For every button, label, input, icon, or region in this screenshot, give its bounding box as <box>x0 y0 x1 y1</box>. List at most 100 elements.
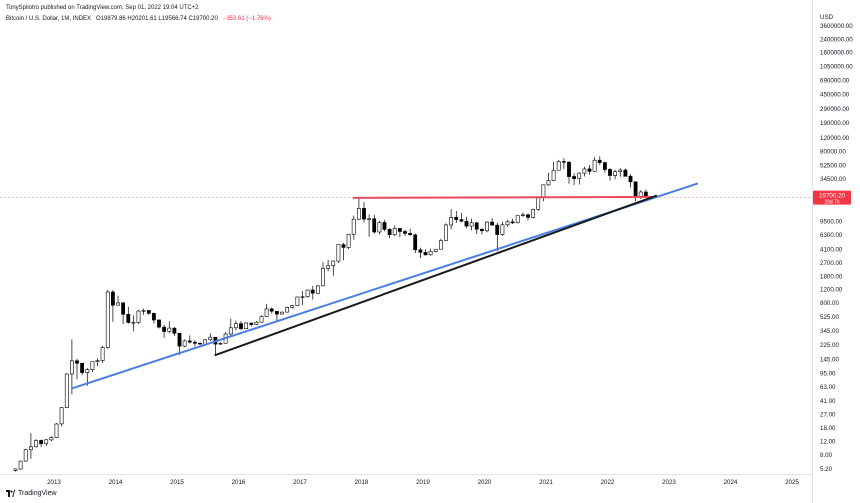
candle-body-down <box>387 229 392 235</box>
candle <box>628 174 633 188</box>
red-trendline[interactable] <box>352 195 652 199</box>
candle <box>254 321 259 325</box>
candle-body-down <box>80 362 85 373</box>
candle-body-down <box>587 168 592 172</box>
price-tick-label: 225.00 <box>820 342 839 349</box>
candle-body-up <box>54 423 59 438</box>
candle <box>577 172 582 185</box>
candle <box>18 460 23 470</box>
time-tick-label: 2020 <box>478 479 492 486</box>
candle-body-down <box>157 319 161 328</box>
candle <box>428 248 433 256</box>
candle-body-down <box>249 322 254 325</box>
price-tick-label: 63.00 <box>820 384 836 391</box>
candle <box>592 157 597 172</box>
candle-body-up <box>44 439 49 444</box>
candle-body-down <box>572 176 577 179</box>
candle-body-up <box>28 446 33 451</box>
price-axis[interactable]: USD 5.20 8.00 12.00 18.00 27.00 41.00 63.00 95.… <box>820 14 853 473</box>
price-tick-label: 2400000.00 <box>820 36 853 43</box>
candle-countdown-label: 29d 7h <box>824 200 840 206</box>
candle <box>80 362 85 376</box>
candle <box>111 290 115 322</box>
candle-body-up <box>336 244 341 262</box>
price-tick-label: 9500.00 <box>820 219 843 226</box>
candle <box>239 321 243 331</box>
trendlines[interactable] <box>70 182 699 390</box>
candle <box>464 216 469 229</box>
candle-body-up <box>377 222 382 233</box>
candle-body-down <box>479 228 484 232</box>
candle-body-down <box>633 181 638 198</box>
candle-body-up <box>218 342 223 345</box>
candle-body-down <box>75 360 79 364</box>
price-tick-label: 1200.00 <box>820 287 843 294</box>
tradingview-brand[interactable]: TradingView <box>6 490 57 497</box>
candle-body-down <box>126 313 131 323</box>
candle-body-up <box>428 251 433 256</box>
candle-body-up <box>305 289 310 297</box>
candle <box>157 319 161 329</box>
candle-body-down <box>597 159 602 163</box>
candle <box>315 285 320 294</box>
time-axis[interactable]: 2013 2014 2015 2016 2017 2018 2019 2020 2021 2022… <box>47 479 799 486</box>
candle <box>341 242 346 261</box>
price-tick-label: 95.00 <box>820 370 836 377</box>
candle <box>618 168 623 177</box>
candle <box>541 184 546 202</box>
candle-body-up <box>234 323 238 329</box>
candle-body-up <box>95 360 100 363</box>
candle <box>505 219 510 227</box>
candle-body-up <box>90 361 95 371</box>
candle <box>264 303 269 317</box>
price-tick-label: 80000.00 <box>820 148 846 155</box>
candle <box>305 289 310 298</box>
candle-body-up <box>500 224 505 235</box>
candle <box>444 223 448 241</box>
candle-body-up <box>208 336 213 341</box>
candle <box>331 260 336 276</box>
candle-body-up <box>34 440 38 448</box>
candle <box>587 165 592 175</box>
price-tick-label: 12.00 <box>820 439 836 446</box>
candle <box>336 244 341 263</box>
candle-body-down <box>628 175 633 183</box>
candle <box>70 339 74 395</box>
candle <box>633 181 638 202</box>
candle-body-up <box>228 327 233 335</box>
price-tick-label: 8.00 <box>820 452 833 459</box>
time-tick-label: 2015 <box>170 479 184 486</box>
candle <box>454 210 459 223</box>
candle-body-up <box>285 307 290 313</box>
candle-body-up <box>556 161 561 171</box>
black-trendline[interactable] <box>214 194 658 357</box>
candle <box>367 214 372 237</box>
candle-body-down <box>121 302 126 315</box>
current-price-tag: 19700.20 29d 7h <box>813 190 851 206</box>
candle <box>23 448 28 462</box>
candle-body-up <box>367 218 372 220</box>
candles <box>13 156 653 472</box>
candle-body-down <box>459 219 464 222</box>
candle-body-up <box>356 208 361 220</box>
candle-body-up <box>433 248 438 252</box>
candle-body-down <box>413 234 418 251</box>
price-tick-label: 2700.00 <box>820 260 843 267</box>
candle-body-down <box>177 332 182 347</box>
candle-body-down <box>397 228 402 232</box>
candle <box>546 172 551 186</box>
candle-body-up <box>244 322 249 329</box>
time-tick-label: 2023 <box>662 479 676 486</box>
candle-body-down <box>39 440 44 445</box>
candle-body-up <box>131 322 136 324</box>
candle-body-up <box>582 168 587 174</box>
candle <box>249 322 254 327</box>
candle <box>423 249 428 256</box>
candle-body-up <box>23 449 28 462</box>
price-tick-label: 41.00 <box>820 398 836 405</box>
candle-body-up <box>577 172 582 179</box>
candle <box>300 291 305 306</box>
candle-body-up <box>520 214 525 217</box>
candle-body-down <box>623 169 628 177</box>
